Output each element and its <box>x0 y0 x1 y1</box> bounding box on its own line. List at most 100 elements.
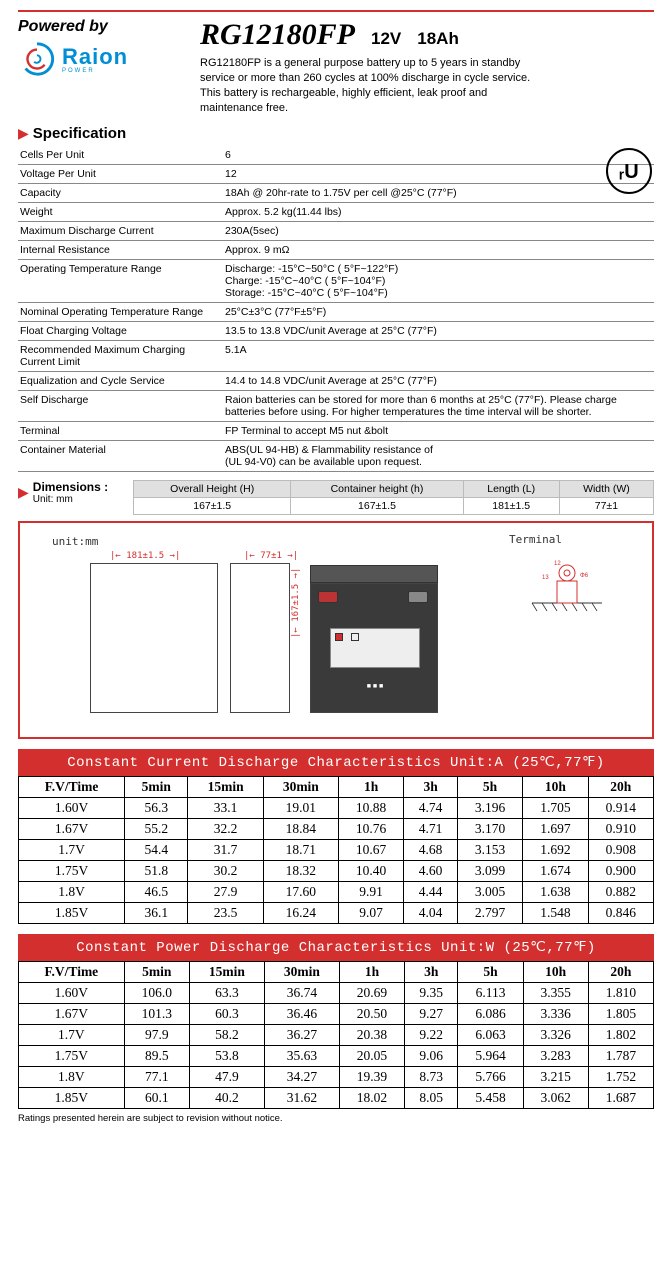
spec-value: 14.4 to 14.8 VDC/unit Average at 25°C (7… <box>223 372 654 391</box>
ul-badge-icon: ᵣU <box>604 146 654 196</box>
swirl-icon <box>18 40 56 78</box>
length-dim: |← 181±1.5 →| <box>110 551 180 561</box>
data-cell: 18.32 <box>263 861 338 882</box>
data-cell: 2.797 <box>457 903 522 924</box>
svg-text:Φ6: Φ6 <box>580 573 589 579</box>
battery-label-panel <box>330 628 420 668</box>
arrow-icon: ▶ <box>18 484 29 501</box>
data-cell: 36.27 <box>264 1025 339 1046</box>
spec-value: 18Ah @ 20hr-rate to 1.75V per cell @25°C… <box>223 184 654 203</box>
col-header: 5min <box>125 777 188 798</box>
data-cell: 10.76 <box>338 819 403 840</box>
data-cell: 51.8 <box>125 861 188 882</box>
col-header: 20h <box>588 777 653 798</box>
arrow-icon: ▶ <box>18 125 29 142</box>
row-label: 1.8V <box>19 1067 125 1088</box>
col-header: F.V/Time <box>19 962 125 983</box>
col-header: 15min <box>188 777 263 798</box>
dim-val: 77±1 <box>559 498 653 515</box>
spec-key: Recommended Maximum Charging Current Lim… <box>18 341 223 372</box>
data-cell: 30.2 <box>188 861 263 882</box>
data-cell: 9.07 <box>338 903 403 924</box>
data-cell: 0.846 <box>588 903 653 924</box>
spec-key: Internal Resistance <box>18 241 223 260</box>
row-label: 1.60V <box>19 983 125 1004</box>
spec-key: Maximum Discharge Current <box>18 222 223 241</box>
data-cell: 18.71 <box>263 840 338 861</box>
col-header: 10h <box>523 962 588 983</box>
brand-logo: Raion POWER <box>18 40 188 78</box>
product-block: RG12180FP 12V 18Ah RG12180FP is a genera… <box>200 18 654 115</box>
spec-key: Terminal <box>18 422 223 441</box>
width-dim: |← 77±1 →| <box>244 551 298 561</box>
data-cell: 1.705 <box>523 798 588 819</box>
battery-side-view <box>230 563 290 713</box>
data-cell: 55.2 <box>125 819 188 840</box>
data-cell: 32.2 <box>188 819 263 840</box>
data-cell: 31.62 <box>264 1088 339 1109</box>
data-cell: 17.60 <box>263 882 338 903</box>
data-cell: 9.06 <box>405 1046 458 1067</box>
spec-value: 230A(5sec) <box>223 222 654 241</box>
data-cell: 1.692 <box>523 840 588 861</box>
data-cell: 56.3 <box>125 798 188 819</box>
header: Powered by Raion POWER RG12180FP 12V 18A… <box>18 18 654 115</box>
col-header: 20h <box>588 962 653 983</box>
row-label: 1.67V <box>19 819 125 840</box>
data-cell: 47.9 <box>189 1067 264 1088</box>
data-cell: 9.91 <box>338 882 403 903</box>
data-cell: 1.674 <box>523 861 588 882</box>
data-cell: 6.063 <box>458 1025 523 1046</box>
row-label: 1.67V <box>19 1004 125 1025</box>
data-cell: 6.113 <box>458 983 523 1004</box>
powered-by-block: Powered by Raion POWER <box>18 18 188 78</box>
current-table-header: Constant Current Discharge Characteristi… <box>18 749 654 776</box>
row-label: 1.85V <box>19 1088 125 1109</box>
data-cell: 23.5 <box>188 903 263 924</box>
col-header: 3h <box>404 777 458 798</box>
data-cell: 9.27 <box>405 1004 458 1025</box>
data-cell: 3.326 <box>523 1025 588 1046</box>
svg-text:ᵣU: ᵣU <box>619 161 638 183</box>
data-cell: 27.9 <box>188 882 263 903</box>
battery-render-top <box>310 565 438 583</box>
data-cell: 1.548 <box>523 903 588 924</box>
data-cell: 1.697 <box>523 819 588 840</box>
terminal-black-icon <box>408 591 428 603</box>
data-cell: 10.88 <box>338 798 403 819</box>
brand-name: Raion <box>62 44 128 70</box>
data-cell: 60.3 <box>189 1004 264 1025</box>
row-label: 1.75V <box>19 1046 125 1067</box>
data-cell: 3.355 <box>523 983 588 1004</box>
spec-value: Discharge: -15°C~50°C ( 5°F~122°F) Charg… <box>223 260 654 303</box>
current-discharge-table: F.V/Time5min15min30min1h3h5h10h20h1.60V5… <box>18 776 654 924</box>
data-cell: 3.062 <box>523 1088 588 1109</box>
data-cell: 3.215 <box>523 1067 588 1088</box>
terminal-label: Terminal <box>509 533 562 546</box>
data-cell: 10.40 <box>338 861 403 882</box>
spec-key: Self Discharge <box>18 391 223 422</box>
spec-value: 25°C±3°C (77°F±5°F) <box>223 303 654 322</box>
spec-key: Weight <box>18 203 223 222</box>
data-cell: 53.8 <box>189 1046 264 1067</box>
spec-key: Capacity <box>18 184 223 203</box>
data-cell: 4.04 <box>404 903 458 924</box>
powered-by-label: Powered by <box>18 18 188 36</box>
data-cell: 1.810 <box>588 983 653 1004</box>
data-cell: 3.153 <box>457 840 522 861</box>
data-cell: 18.02 <box>339 1088 404 1109</box>
col-header: 1h <box>338 777 403 798</box>
data-cell: 3.170 <box>457 819 522 840</box>
dimensions-unit: Unit: mm <box>33 494 108 505</box>
data-cell: 40.2 <box>189 1088 264 1109</box>
capacity-label: 18Ah <box>417 29 459 49</box>
col-header: 5h <box>457 777 522 798</box>
dim-col: Length (L) <box>463 481 559 498</box>
spec-key: Equalization and Cycle Service <box>18 372 223 391</box>
data-cell: 60.1 <box>124 1088 189 1109</box>
dim-val: 181±1.5 <box>463 498 559 515</box>
spec-value: ABS(UL 94-HB) & Flammability resistance … <box>223 441 654 472</box>
spec-value: FP Terminal to accept M5 nut &bolt <box>223 422 654 441</box>
col-header: F.V/Time <box>19 777 125 798</box>
col-header: 15min <box>189 962 264 983</box>
